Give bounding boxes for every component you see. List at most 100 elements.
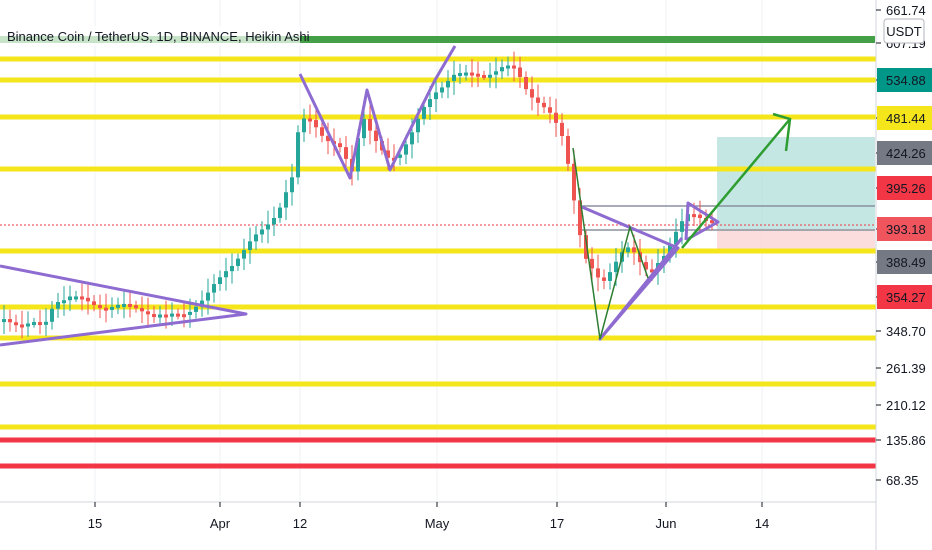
candle-body (434, 92, 438, 100)
candle-body (602, 277, 606, 281)
top-resistance-line (0, 36, 875, 43)
triangle-left (0, 264, 248, 347)
candle-body (320, 127, 324, 136)
price-label: 68.35 (886, 473, 919, 488)
candle-body (398, 154, 402, 158)
candle-body (464, 72, 468, 76)
candle-body (590, 258, 594, 269)
price-labels: 661.74607.19534.88481.44424.26395.26393.… (876, 3, 932, 488)
candle-body (326, 135, 330, 142)
candle-body (362, 118, 366, 139)
price-badge (877, 217, 932, 241)
candle-body (512, 65, 516, 69)
candle-body (356, 138, 360, 172)
candle-body (260, 229, 264, 235)
candle-body (500, 67, 504, 72)
candle-body (344, 147, 348, 159)
candle-body (200, 300, 204, 307)
candle-body (560, 122, 564, 136)
candle-body (632, 247, 636, 253)
price-badge (877, 250, 932, 274)
candle-body (86, 297, 90, 302)
candle-body (644, 262, 648, 270)
candle-body (674, 231, 678, 245)
level-line-210.12 (0, 424, 876, 430)
candle-body (50, 308, 54, 322)
price-badge (877, 176, 932, 200)
level-line-348.7 (0, 335, 876, 341)
candle-body (698, 214, 702, 218)
price-label: 481.44 (886, 111, 926, 126)
stop-zone (717, 229, 875, 249)
candle-body (554, 112, 558, 123)
candle-body (230, 265, 234, 272)
candle-body (302, 118, 306, 133)
candle-body (536, 97, 540, 103)
candle-body (416, 118, 420, 133)
candle-body (542, 102, 546, 108)
candle-body (80, 296, 84, 300)
currency-label: USDT (886, 24, 921, 39)
candle-body (2, 319, 6, 323)
candle-body (710, 220, 714, 224)
candle-body (104, 307, 108, 311)
candle-body (38, 322, 42, 326)
price-label: 388.49 (886, 255, 926, 270)
candle-body (614, 261, 618, 273)
candle-body (494, 71, 498, 75)
candle-body (254, 234, 258, 242)
candle-body (422, 107, 426, 119)
candle-body (182, 314, 186, 318)
candle-body (266, 224, 270, 230)
chart-title: Binance Coin / TetherUS, 1D, BINANCE, He… (7, 29, 310, 44)
candle-body (92, 301, 96, 306)
candle-body (548, 107, 552, 113)
candle-body (62, 300, 66, 304)
candle-body (482, 74, 486, 78)
candle-body (308, 118, 312, 122)
title-backdrop (0, 26, 300, 46)
price-label: 395.26 (886, 181, 926, 196)
price-badge (877, 285, 932, 309)
candle-body (488, 74, 492, 78)
price-label: 261.39 (886, 361, 926, 376)
candle-body (236, 258, 240, 266)
candle-body (530, 89, 534, 98)
candle-body (566, 135, 570, 164)
candle-body (668, 244, 672, 256)
candle-body (284, 192, 288, 208)
candle-body (290, 177, 294, 193)
green-zigzag (572, 147, 649, 340)
price-label: 424.26 (886, 146, 926, 161)
price-label: 661.74 (886, 3, 926, 18)
candle-body (692, 214, 696, 218)
level-line-261.39 (0, 381, 876, 387)
candle-body (128, 303, 132, 307)
candle-body (314, 120, 318, 128)
candle-body (428, 99, 432, 108)
candle-body (188, 311, 192, 315)
candle-body (680, 221, 684, 232)
level-line-607.19 (0, 56, 876, 62)
candle-body (116, 304, 120, 308)
time-tick-label: 15 (88, 516, 102, 531)
candle-body (140, 308, 144, 312)
candle-body (440, 87, 444, 93)
candle-body (404, 144, 408, 155)
candle-body (572, 163, 576, 201)
candle-body (296, 132, 300, 178)
level-line-481.44 (0, 114, 876, 120)
candle-body (164, 314, 168, 318)
candle-body (596, 268, 600, 278)
candle-body (26, 323, 30, 327)
price-label: 393.18 (886, 222, 926, 237)
currency-badge[interactable] (883, 18, 925, 44)
candle-body (68, 296, 72, 301)
candle-body (56, 302, 60, 309)
time-tick-label: May (425, 516, 450, 531)
candle-body (32, 322, 36, 326)
horizontal-levels (0, 56, 876, 469)
candle-body (458, 72, 462, 76)
time-tick-label: 14 (755, 516, 769, 531)
